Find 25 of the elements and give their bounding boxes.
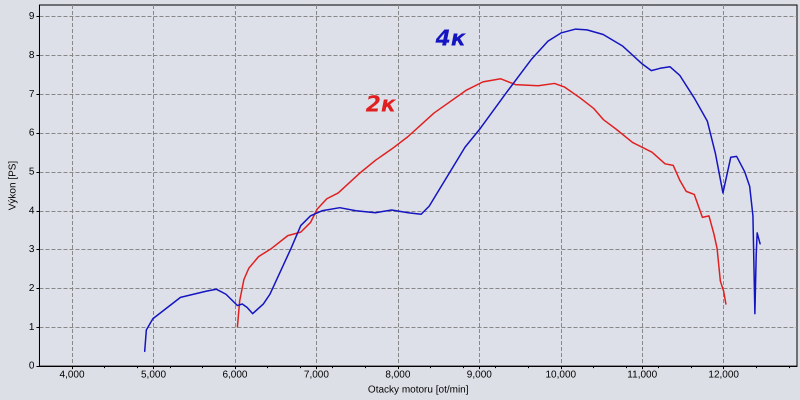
x-tick-label: 7,000 xyxy=(304,370,330,381)
line-series xyxy=(144,28,761,352)
y-tick-label: 9 xyxy=(28,11,35,22)
text: 4к xyxy=(434,26,467,52)
x-tick-label: 5,000 xyxy=(140,370,166,381)
y-tick-label: 0 xyxy=(28,360,35,372)
line-series xyxy=(236,78,727,328)
y-tick-label: 4 xyxy=(28,205,35,216)
y-tick-label: 6 xyxy=(28,128,35,139)
y-axis-title: Výkon [PS] xyxy=(8,160,18,210)
x-tick-label: 12,000 xyxy=(708,370,740,381)
series-label: 2к xyxy=(366,92,397,118)
x-tick-label: 4,000 xyxy=(60,370,85,381)
x-tick-label: 6,000 xyxy=(222,370,248,381)
y-tick-label: 5 xyxy=(28,166,35,178)
x-axis-title: Otacky motoru [ot/min] xyxy=(368,384,469,396)
x-tick-label: 8,000 xyxy=(385,370,411,381)
x-tick-label: 11,000 xyxy=(627,370,658,381)
x-tick-label: 10,000 xyxy=(545,370,577,381)
y-tick-label: 1 xyxy=(28,322,35,333)
y-tick-label: 2 xyxy=(28,282,35,294)
y-tick-label: 8 xyxy=(28,50,35,61)
x-tick-label: 9,000 xyxy=(466,370,492,381)
y-tick-label: 7 xyxy=(28,88,35,100)
y-tick-label: 3 xyxy=(28,244,35,256)
